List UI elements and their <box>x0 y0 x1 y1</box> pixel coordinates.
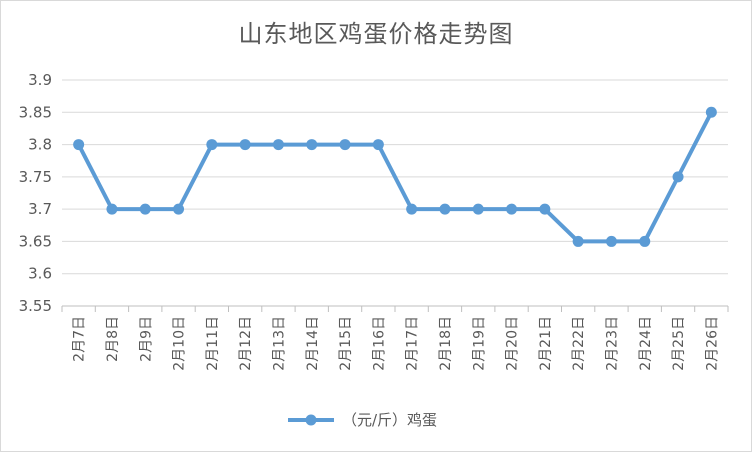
x-tick-label: 2月12日 <box>238 316 254 371</box>
x-tick-label: 2月18日 <box>438 316 454 371</box>
x-tick-label: 2月25日 <box>671 316 687 371</box>
data-point <box>572 235 584 247</box>
x-tick-label: 2月7日 <box>72 316 88 362</box>
x-tick-label: 2月26日 <box>704 316 720 371</box>
data-point <box>173 203 185 215</box>
data-point <box>539 203 551 215</box>
x-tick-label: 2月11日 <box>205 316 221 371</box>
x-tick-label: 2月22日 <box>571 316 587 371</box>
y-tick-label: 3.7 <box>28 200 52 218</box>
y-axis-ticks: 3.55 3.6 3.65 3.7 3.75 3.8 3.85 3.9 <box>19 71 52 315</box>
data-point <box>206 139 218 151</box>
y-tick-label: 3.6 <box>28 265 52 283</box>
x-tick-label: 2月14日 <box>305 316 321 371</box>
legend-label: （元/斤）鸡蛋 <box>342 411 437 429</box>
y-tick-label: 3.55 <box>19 297 52 315</box>
x-tick-label: 2月24日 <box>638 316 654 371</box>
data-point <box>106 203 118 215</box>
data-point <box>472 203 484 215</box>
data-point <box>506 203 518 215</box>
y-tick-label: 3.9 <box>28 71 52 89</box>
data-point <box>639 235 651 247</box>
chart-title: 山东地区鸡蛋价格走势图 <box>238 20 514 48</box>
data-point <box>239 139 251 151</box>
data-point <box>73 139 85 151</box>
x-tick-label: 2月15日 <box>338 316 354 371</box>
series-line <box>76 110 714 244</box>
x-tick-label: 2月17日 <box>405 316 421 371</box>
y-tick-label: 3.75 <box>19 168 52 186</box>
y-tick-label: 3.85 <box>19 103 52 121</box>
data-point <box>406 203 418 215</box>
gridlines <box>62 79 728 307</box>
y-tick-label: 3.8 <box>28 136 52 154</box>
data-point <box>139 203 151 215</box>
x-tick-label: 2月21日 <box>538 316 554 371</box>
data-point <box>672 171 684 183</box>
series-layer <box>73 106 717 247</box>
x-tick-label: 2月16日 <box>371 316 387 371</box>
legend: （元/斤）鸡蛋 <box>288 411 437 429</box>
x-tick-label: 2月8日 <box>105 316 121 362</box>
data-point <box>272 139 284 151</box>
data-point <box>306 139 318 151</box>
x-tick-label: 2月19日 <box>471 316 487 371</box>
data-point <box>339 139 351 151</box>
legend-marker <box>305 414 317 426</box>
x-tick-label: 2月20日 <box>505 316 521 371</box>
x-axis-ticks: 2月7日 2月8日 2月9日 2月10日 2月11日 2月12日 2月13日 2月14日 2月1… <box>61 306 729 371</box>
x-tick-label: 2月9日 <box>138 316 154 362</box>
x-tick-label: 2月10日 <box>172 316 188 371</box>
x-tick-label: 2月13日 <box>271 316 287 371</box>
data-point <box>705 106 717 118</box>
data-point <box>439 203 451 215</box>
y-tick-label: 3.65 <box>19 232 52 250</box>
data-point <box>372 139 384 151</box>
x-tick-label: 2月23日 <box>604 316 620 371</box>
data-point <box>605 235 617 247</box>
